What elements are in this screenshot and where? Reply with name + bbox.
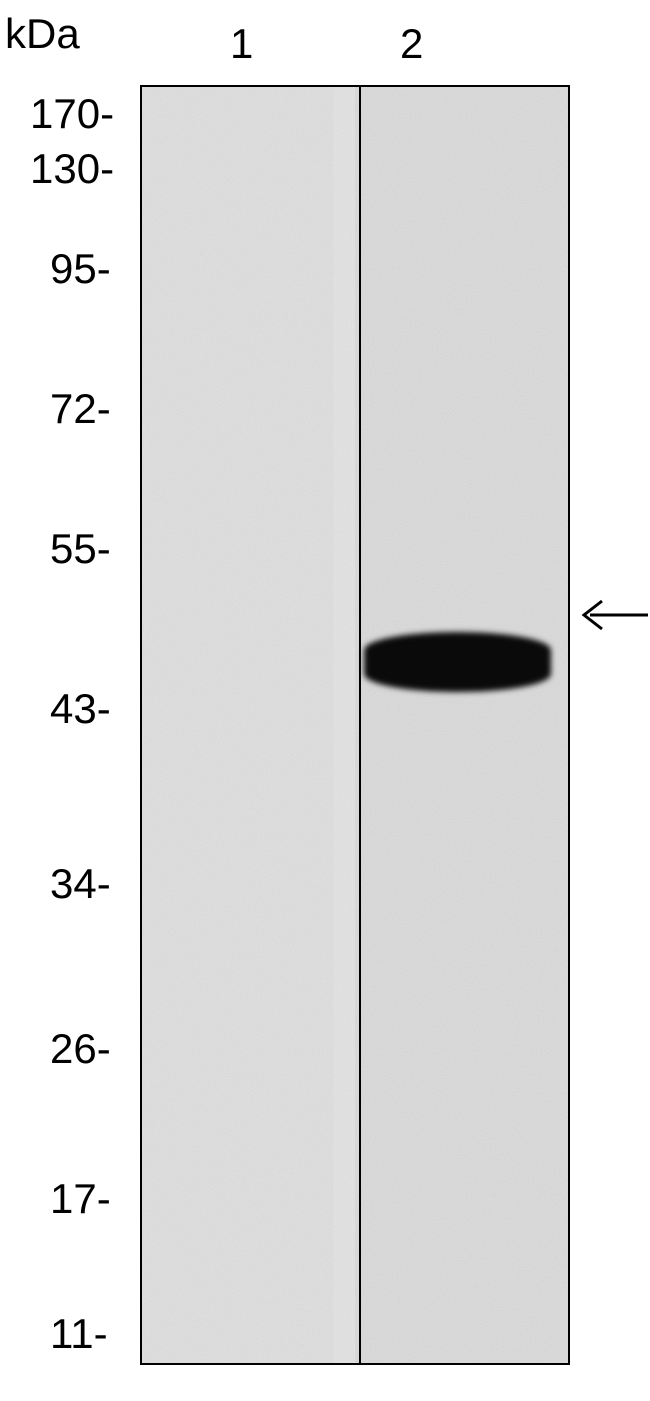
protein-band [364,632,551,692]
mw-11: 11- [50,1310,108,1358]
band-arrow-icon [580,590,650,640]
mw-34: 34- [50,860,111,908]
mw-55: 55- [50,525,111,573]
mw-17: 17- [50,1175,111,1223]
mw-170: 170- [30,90,114,138]
mw-130: 130- [30,145,114,193]
lane-2-label: 2 [400,20,423,68]
mw-43: 43- [50,685,111,733]
kda-header: kDa [5,10,80,58]
mw-72: 72- [50,385,111,433]
lane-divider [359,87,361,1363]
lane-1-label: 1 [230,20,253,68]
mw-95: 95- [50,245,111,293]
blot-membrane [140,85,570,1365]
blot-noise-background [142,87,568,1363]
mw-26: 26- [50,1025,111,1073]
western-blot-figure: kDa 1 2 170- 130- 95- 72- 55- 43- 34- 26… [0,0,650,1401]
